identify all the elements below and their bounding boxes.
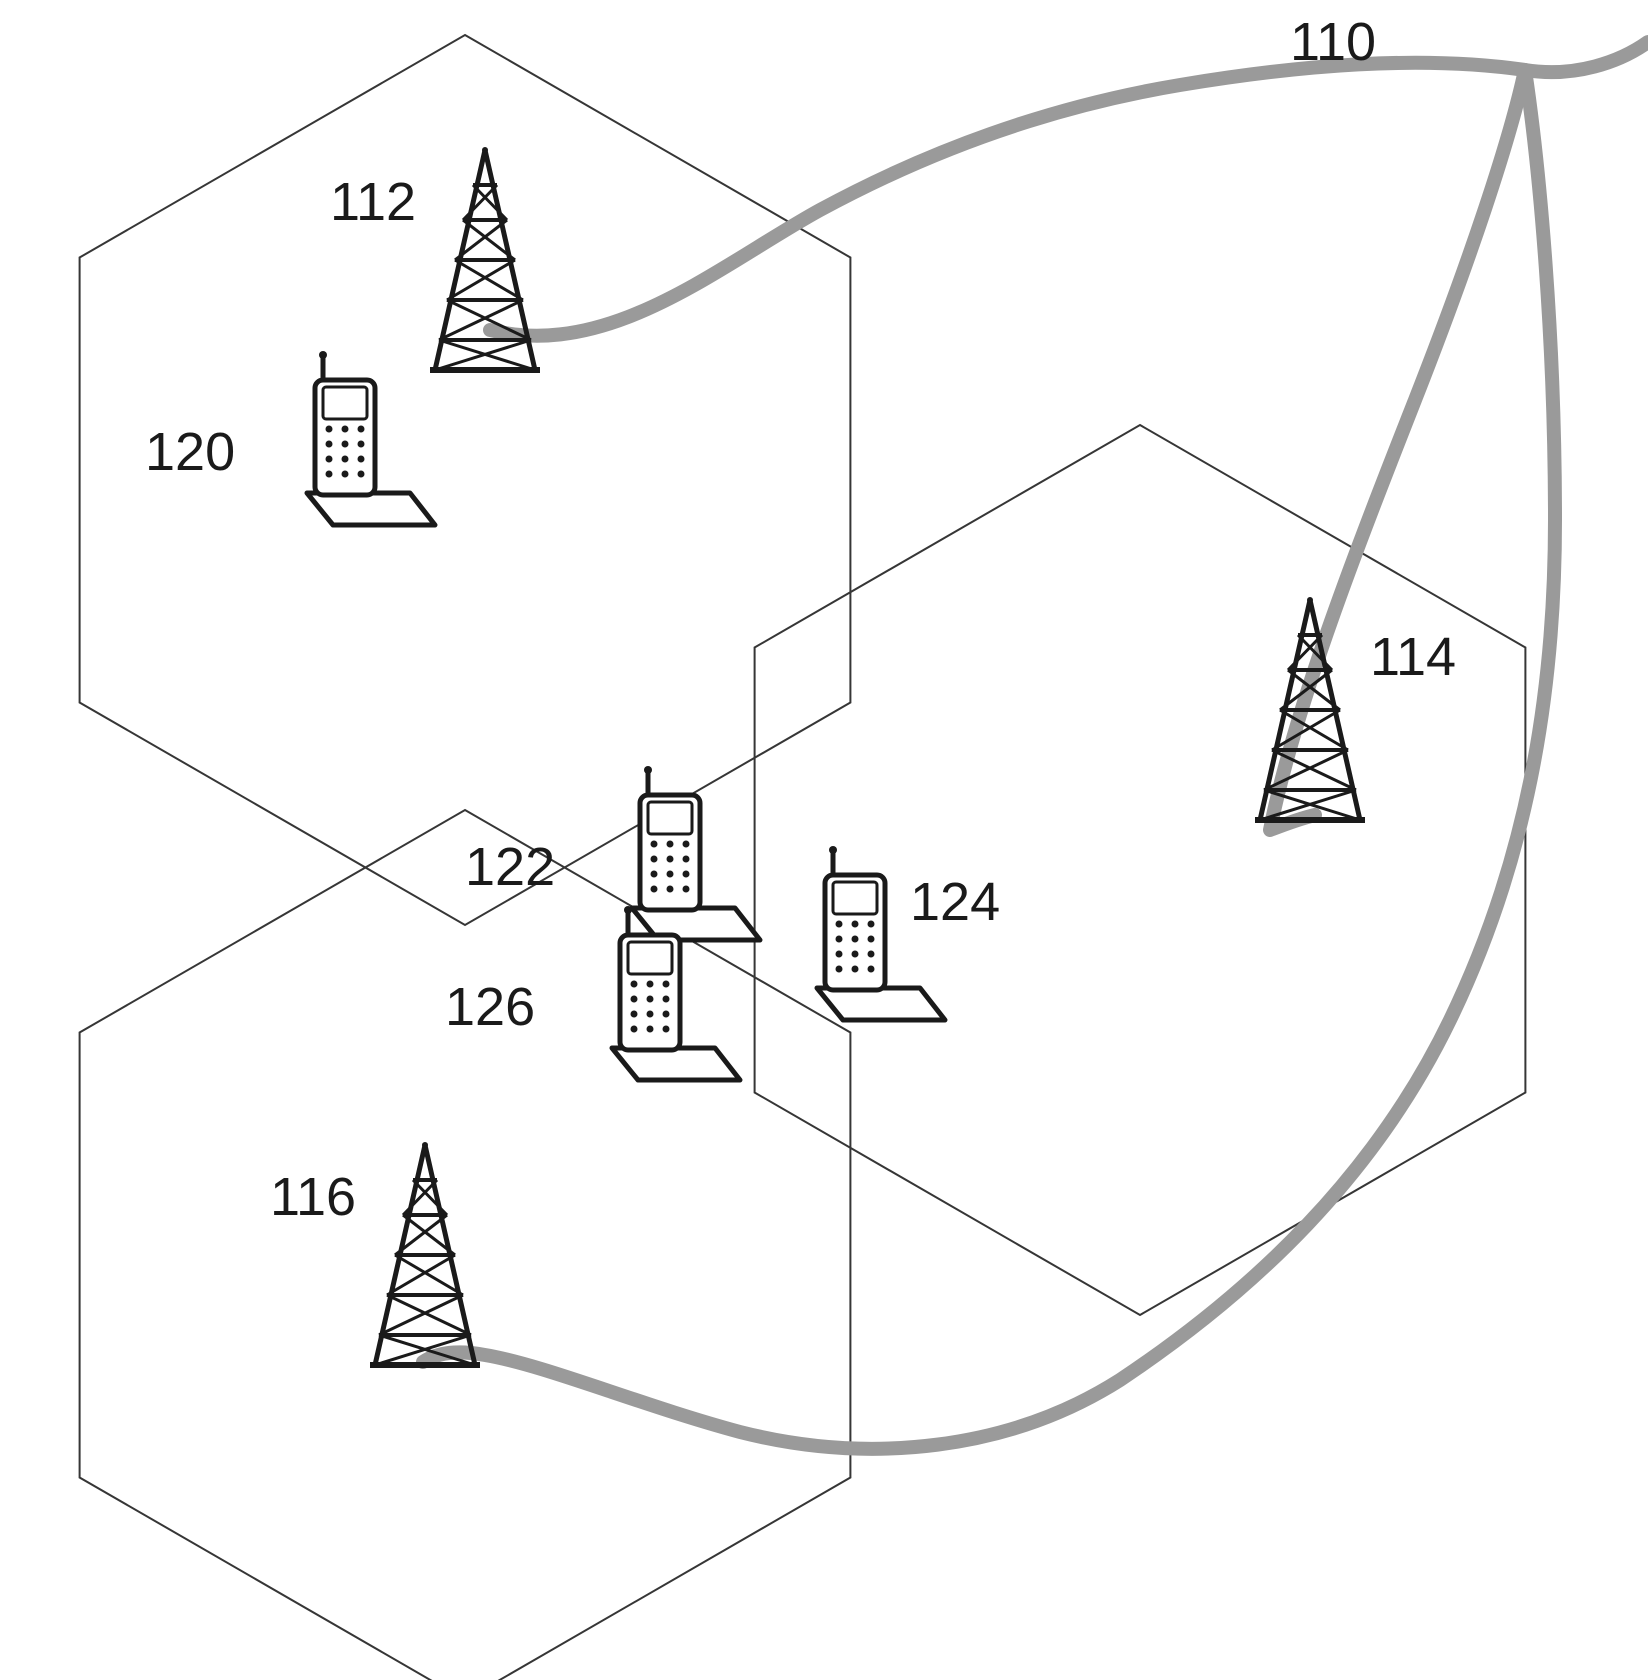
tower-icon [430,147,540,370]
phone-label: 124 [910,872,1000,932]
tower-icon [370,1142,480,1365]
tower-label: 114 [1370,627,1456,687]
hex-cell-1 [755,425,1526,1315]
tower-label: 112 [330,172,416,232]
label-layer: 110 [1290,12,1376,72]
phone-label: 126 [445,977,535,1037]
phone-label: 122 [465,837,555,897]
tower-label: 116 [270,1167,356,1227]
backhaul-path-2 [423,70,1555,1449]
backhaul-layer [423,42,1648,1449]
diagram-label: 110 [1290,12,1376,72]
phone-icon [307,351,435,525]
tower-layer: 112 114 116 [270,147,1456,1365]
phone-label: 120 [145,422,235,482]
tower-icon [1255,597,1365,820]
backhaul-path-1 [1270,70,1525,830]
backhaul-path-0 [490,42,1648,336]
phone-layer: 120 122 124 126 [145,351,1000,1080]
hex-layer [80,35,1526,1680]
